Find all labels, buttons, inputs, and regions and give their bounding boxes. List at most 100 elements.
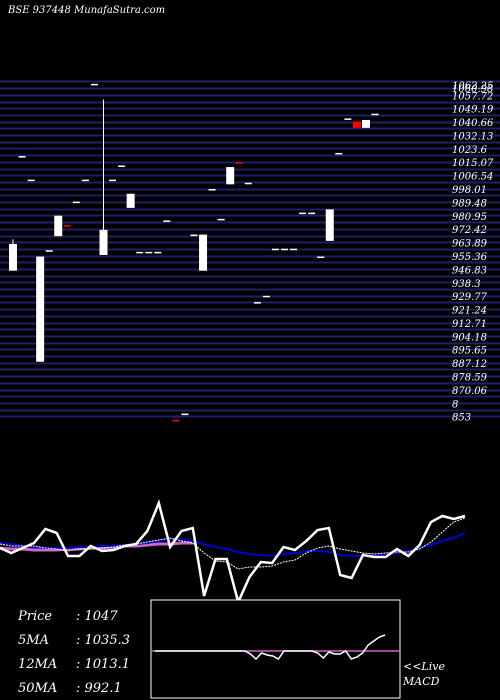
candle-body xyxy=(244,182,252,185)
candle xyxy=(72,201,80,204)
candle-body xyxy=(36,256,45,362)
candle-body xyxy=(361,119,370,128)
candle xyxy=(217,218,225,221)
tick-label: 1032.13 xyxy=(452,131,493,142)
indicator-panel xyxy=(0,499,466,606)
candle-body xyxy=(290,248,298,251)
legend-ma5: 5MA: 1035.3 xyxy=(18,629,130,653)
tick-label: 938.3 xyxy=(452,279,481,290)
candle xyxy=(163,220,171,222)
candle xyxy=(126,193,135,208)
tick-label: 878.59 xyxy=(452,373,488,384)
macd-line xyxy=(155,634,386,661)
candle-body xyxy=(181,413,189,416)
tick-label: 1040.66 xyxy=(452,118,494,129)
candle xyxy=(118,165,126,167)
tick-label: 929.77 xyxy=(452,292,488,303)
site-name: MunafaSutra.com xyxy=(74,5,166,16)
candle xyxy=(81,179,89,182)
macd-panel-frame xyxy=(150,599,401,699)
candle xyxy=(18,156,26,158)
legend-ma12: 12MA: 1013.1 xyxy=(18,653,130,677)
tick-label: 946.83 xyxy=(452,265,487,276)
tick-label: 904.18 xyxy=(452,332,487,343)
tick-label: 8 xyxy=(452,399,458,410)
candle-body xyxy=(199,234,208,271)
candle xyxy=(36,256,45,362)
candle-body xyxy=(27,179,35,182)
ma12-line xyxy=(0,532,466,558)
candle-body xyxy=(325,209,334,241)
tick-label: 963.89 xyxy=(452,239,488,250)
tick-label: 972.42 xyxy=(452,225,487,236)
candle-body xyxy=(136,251,144,254)
candle-body xyxy=(99,229,108,255)
tick-label: 895.65 xyxy=(452,346,487,357)
price-line xyxy=(0,499,466,606)
tick-label: 989.48 xyxy=(452,198,487,209)
candle xyxy=(208,189,216,191)
candle-body xyxy=(262,295,270,298)
legend-price-value: : 1047 xyxy=(76,609,118,624)
tick-label: 1060.98 xyxy=(452,84,493,95)
candle-body xyxy=(335,152,343,155)
candle-body xyxy=(63,225,71,227)
candle xyxy=(109,179,117,182)
candle-body xyxy=(154,251,162,254)
candle-body xyxy=(18,156,26,158)
candle xyxy=(27,179,35,182)
candle xyxy=(145,251,153,254)
candle-body xyxy=(163,220,171,222)
candle-body xyxy=(90,83,98,86)
candle xyxy=(90,83,98,86)
candle-body xyxy=(281,248,288,251)
legend-ma5-label: 5MA xyxy=(18,633,49,648)
legend-ma50-label: 50MA xyxy=(18,681,58,696)
legend-ma12-value: : 1013.1 xyxy=(76,657,130,672)
symbol-label: BSE 937448 MunafaSutra.com xyxy=(8,5,165,16)
candle xyxy=(344,118,352,120)
tick-label: 955.36 xyxy=(452,252,488,263)
candle xyxy=(299,212,307,215)
candle xyxy=(99,99,108,255)
tick-label: 912.71 xyxy=(452,319,487,330)
candle xyxy=(181,413,189,416)
candle xyxy=(271,248,279,251)
candle xyxy=(63,225,71,227)
candle-body xyxy=(54,215,63,237)
candle-body xyxy=(371,113,379,116)
candle xyxy=(352,121,361,128)
candle-body xyxy=(81,179,89,182)
candle-body xyxy=(45,250,53,252)
candle xyxy=(154,251,162,254)
macd-live-label: <<Live xyxy=(403,660,445,673)
candle-body xyxy=(226,167,235,185)
candle xyxy=(54,215,63,237)
candle xyxy=(9,239,17,271)
candle xyxy=(136,251,144,254)
legend-box: Price: 1047 5MA: 1035.3 12MA: 1013.1 50M… xyxy=(18,605,130,700)
legend-price: Price: 1047 xyxy=(18,605,130,629)
candle xyxy=(45,250,53,252)
symbol-code: BSE 937448 xyxy=(8,5,71,16)
tick-label: 1015.07 xyxy=(452,158,494,169)
candle-body xyxy=(172,419,180,422)
candle-body xyxy=(299,212,307,215)
candle-body xyxy=(352,121,361,128)
tick-label-max: 1062.25 xyxy=(452,81,493,92)
candle xyxy=(317,256,325,259)
candle xyxy=(199,234,208,271)
candle xyxy=(361,119,370,128)
tick-label: 1023.6 xyxy=(452,145,488,156)
tick-label: 980.95 xyxy=(452,212,487,223)
candle xyxy=(308,212,316,215)
candle-body xyxy=(235,162,243,164)
price-grid xyxy=(0,80,500,418)
candle-body xyxy=(118,165,126,167)
legend-ma50-value: : 992.1 xyxy=(76,681,122,696)
candle xyxy=(190,234,198,237)
tick-label: 921.24 xyxy=(452,306,487,317)
candle xyxy=(290,248,298,251)
candle-body xyxy=(308,212,316,215)
